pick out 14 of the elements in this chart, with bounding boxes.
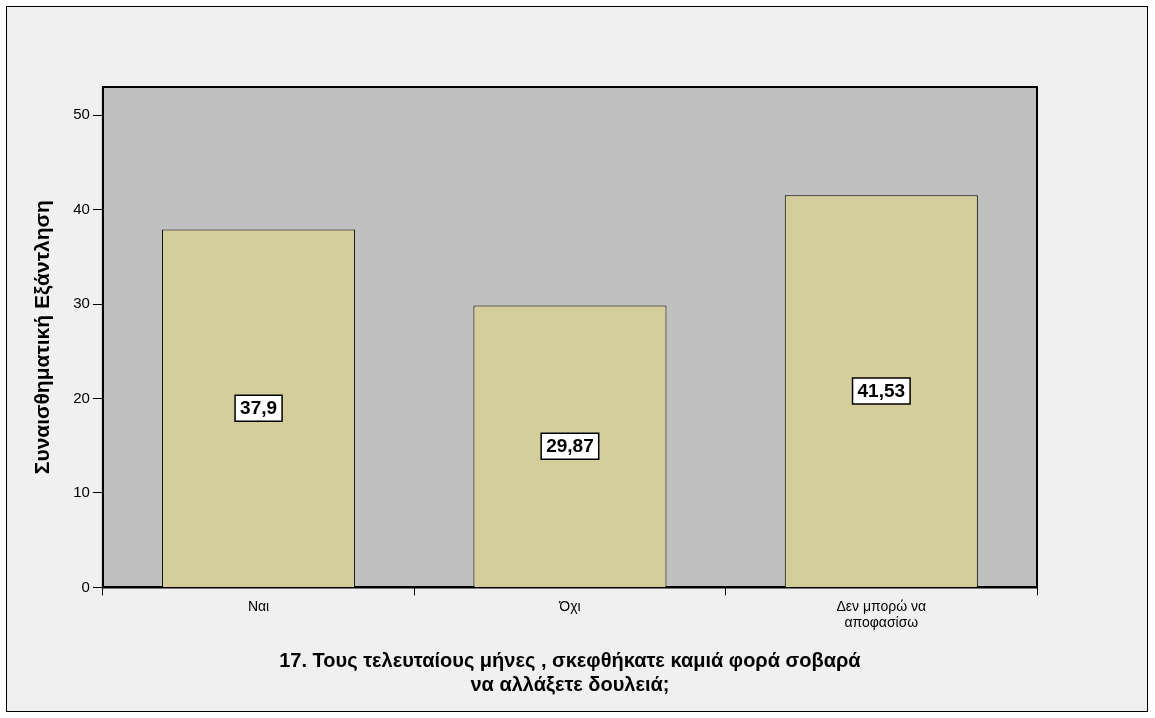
data-label: 37,9: [240, 397, 278, 419]
y-tick-label: 50: [73, 105, 90, 123]
y-tick-label: 10: [73, 483, 90, 501]
y-tick-label: 30: [73, 294, 90, 312]
x-axis-title: 17. Τους τελευταίους μήνες , σκεφθήκατε καμιά φορά σοβαρά να αλλάξετε δουλειά;: [279, 648, 862, 695]
x-tick-label: Όχι: [558, 597, 581, 614]
data-label: 41,53: [857, 380, 906, 402]
y-axis-title: Συναισθηματική Εξάντληση: [30, 200, 54, 475]
y-tick-label: 40: [73, 199, 90, 217]
y-tick-label: 20: [73, 388, 90, 406]
y-tick-label: 0: [81, 577, 90, 595]
data-label: 29,87: [546, 435, 594, 457]
x-tick-label: Ναι: [247, 597, 270, 614]
x-tick-label: Δεν μπορώ να αποφασίσω: [836, 597, 927, 631]
